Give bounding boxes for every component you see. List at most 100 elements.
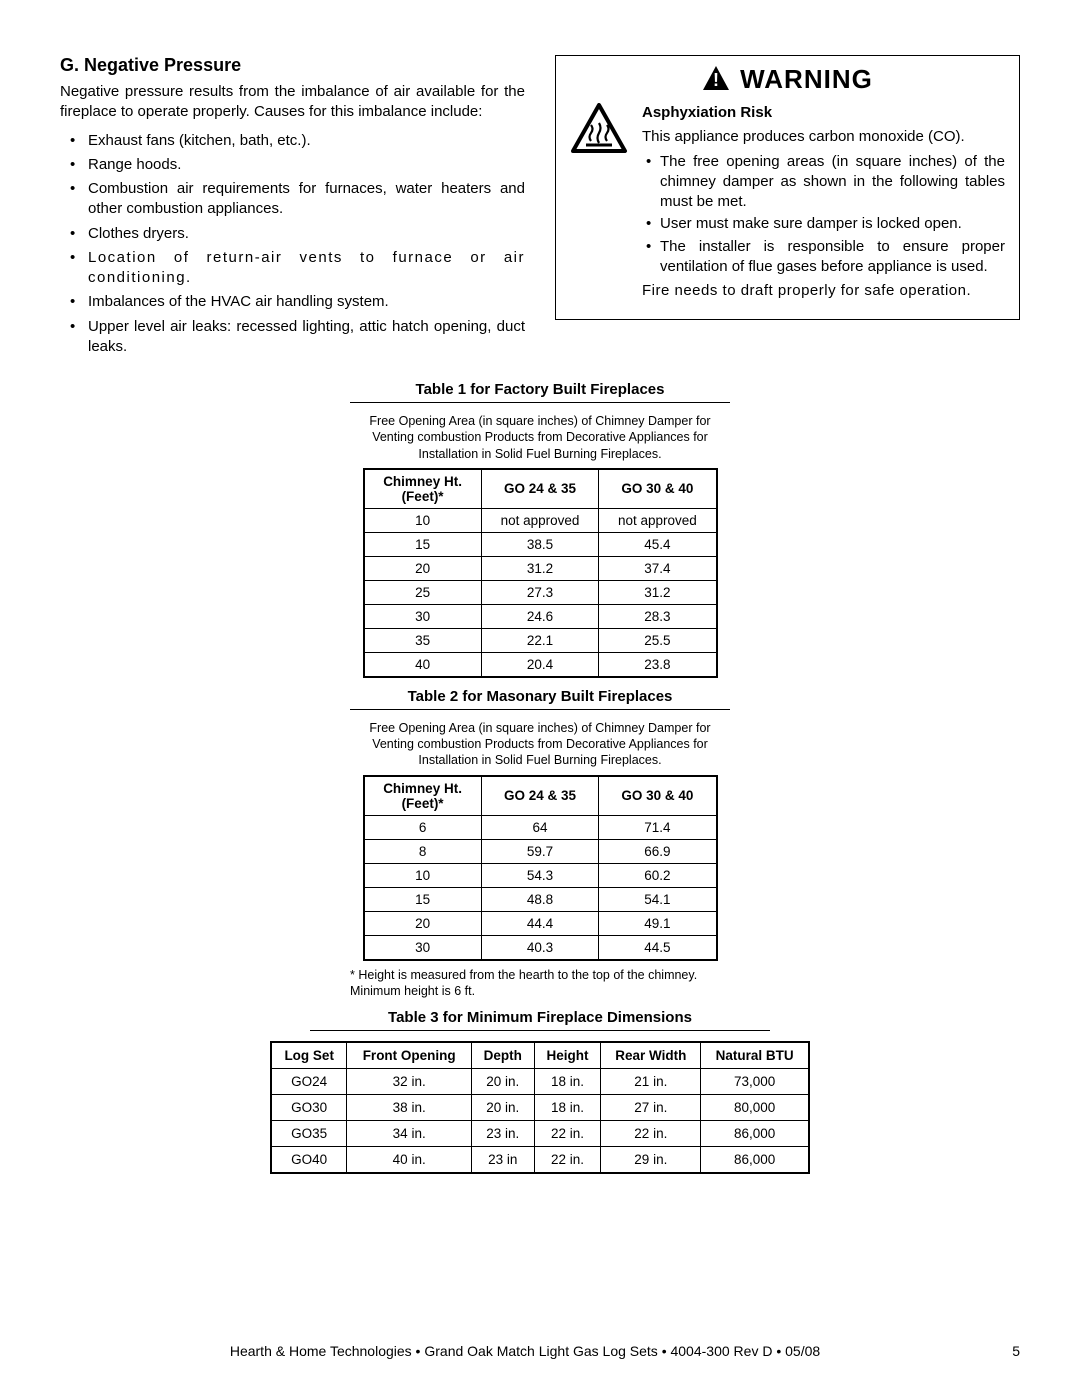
table-header: GO 24 & 35: [481, 776, 599, 816]
cell: 71.4: [599, 815, 717, 839]
table-header: Depth: [471, 1042, 534, 1069]
warning-title: WARNING: [740, 64, 873, 95]
cell: 54.1: [599, 887, 717, 911]
list-item: Combustion air requirements for furnaces…: [60, 179, 525, 220]
cell: 29 in.: [601, 1147, 701, 1174]
table-header: Natural BTU: [701, 1042, 809, 1069]
cell: GO40: [271, 1147, 347, 1174]
table2: Chimney Ht. (Feet)* GO 24 & 35 GO 30 & 4…: [363, 775, 718, 961]
warning-triangle-icon: !: [702, 65, 730, 95]
heat-hazard-icon: [570, 103, 630, 305]
svg-text:!: !: [713, 70, 719, 90]
cell: 64: [481, 815, 599, 839]
cell: GO24: [271, 1069, 347, 1095]
cell: 22 in.: [534, 1121, 601, 1147]
cell: 54.3: [481, 863, 599, 887]
table-header: Rear Width: [601, 1042, 701, 1069]
page-footer: Hearth & Home Technologies • Grand Oak M…: [60, 1343, 1020, 1359]
cell: 22 in.: [601, 1121, 701, 1147]
cell: 49.1: [599, 911, 717, 935]
table2-footnote: * Height is measured from the hearth to …: [350, 967, 730, 1000]
cell: 35: [364, 628, 482, 652]
cell: 86,000: [701, 1121, 809, 1147]
warning-bullet: The installer is responsible to ensure p…: [642, 237, 1005, 278]
warning-subtitle: Asphyxiation Risk: [642, 103, 1005, 123]
warning-final: Fire needs to draft properly for safe op…: [642, 281, 1005, 301]
cell: 40: [364, 652, 482, 677]
cell: 40.3: [481, 935, 599, 960]
cell: 30: [364, 604, 482, 628]
cell: 23.8: [599, 652, 717, 677]
cell: not approved: [599, 508, 717, 532]
cell: 20.4: [481, 652, 599, 677]
table1-caption: Free Opening Area (in square inches) of …: [350, 413, 730, 462]
table1-title: Table 1 for Factory Built Fireplaces: [350, 381, 730, 403]
table3-title: Table 3 for Minimum Fireplace Dimensions: [310, 1009, 770, 1031]
cell: 44.4: [481, 911, 599, 935]
table-header: GO 30 & 40: [599, 469, 717, 509]
cell: GO30: [271, 1095, 347, 1121]
cell: 23 in.: [471, 1121, 534, 1147]
cell: 27.3: [481, 580, 599, 604]
cell: 59.7: [481, 839, 599, 863]
cell: 18 in.: [534, 1069, 601, 1095]
cell: 22.1: [481, 628, 599, 652]
cell: 22 in.: [534, 1147, 601, 1174]
cell: 15: [364, 532, 482, 556]
cell: 23 in: [471, 1147, 534, 1174]
table-header: Log Set: [271, 1042, 347, 1069]
cell: 45.4: [599, 532, 717, 556]
warning-bullet: The free opening areas (in square inches…: [642, 152, 1005, 213]
cell: 24.6: [481, 604, 599, 628]
cell: not approved: [481, 508, 599, 532]
cell: 21 in.: [601, 1069, 701, 1095]
section-heading: G. Negative Pressure: [60, 55, 525, 76]
cell: 25: [364, 580, 482, 604]
cell: 37.4: [599, 556, 717, 580]
cell: 60.2: [599, 863, 717, 887]
footer-text: Hearth & Home Technologies • Grand Oak M…: [60, 1343, 990, 1359]
cell: 66.9: [599, 839, 717, 863]
warning-bullet: User must make sure damper is locked ope…: [642, 214, 1005, 234]
table-header: Height: [534, 1042, 601, 1069]
table-header: GO 24 & 35: [481, 469, 599, 509]
section-intro: Negative pressure results from the imbal…: [60, 82, 525, 123]
warning-box: ! WARNING Asphyxiation Risk This ap: [555, 55, 1020, 320]
table2-title: Table 2 for Masonary Built Fireplaces: [350, 688, 730, 710]
cell: 10: [364, 863, 482, 887]
cell: 73,000: [701, 1069, 809, 1095]
cell: 6: [364, 815, 482, 839]
cell: 48.8: [481, 887, 599, 911]
cell: 20 in.: [471, 1095, 534, 1121]
cell: 10: [364, 508, 482, 532]
list-item: Imbalances of the HVAC air handling syst…: [60, 292, 525, 312]
negative-pressure-list: Exhaust fans (kitchen, bath, etc.). Rang…: [60, 131, 525, 358]
table-header: Chimney Ht. (Feet)*: [364, 469, 482, 509]
table1: Chimney Ht. (Feet)* GO 24 & 35 GO 30 & 4…: [363, 468, 718, 678]
table-header: Front Opening: [347, 1042, 472, 1069]
cell: 34 in.: [347, 1121, 472, 1147]
list-item: Exhaust fans (kitchen, bath, etc.).: [60, 131, 525, 151]
cell: 40 in.: [347, 1147, 472, 1174]
cell: 80,000: [701, 1095, 809, 1121]
cell: 38.5: [481, 532, 599, 556]
cell: 20: [364, 556, 482, 580]
cell: 86,000: [701, 1147, 809, 1174]
cell: 32 in.: [347, 1069, 472, 1095]
cell: 31.2: [481, 556, 599, 580]
page-number: 5: [990, 1343, 1020, 1359]
cell: 38 in.: [347, 1095, 472, 1121]
list-item: Clothes dryers.: [60, 224, 525, 244]
cell: GO35: [271, 1121, 347, 1147]
cell: 25.5: [599, 628, 717, 652]
cell: 8: [364, 839, 482, 863]
cell: 15: [364, 887, 482, 911]
table-header: GO 30 & 40: [599, 776, 717, 816]
table2-caption: Free Opening Area (in square inches) of …: [350, 720, 730, 769]
cell: 44.5: [599, 935, 717, 960]
warning-lead: This appliance produces carbon monoxide …: [642, 127, 1005, 147]
list-item: Upper level air leaks: recessed lighting…: [60, 317, 525, 358]
cell: 28.3: [599, 604, 717, 628]
list-item: Location of return-air vents to furnace …: [60, 248, 525, 289]
cell: 20 in.: [471, 1069, 534, 1095]
